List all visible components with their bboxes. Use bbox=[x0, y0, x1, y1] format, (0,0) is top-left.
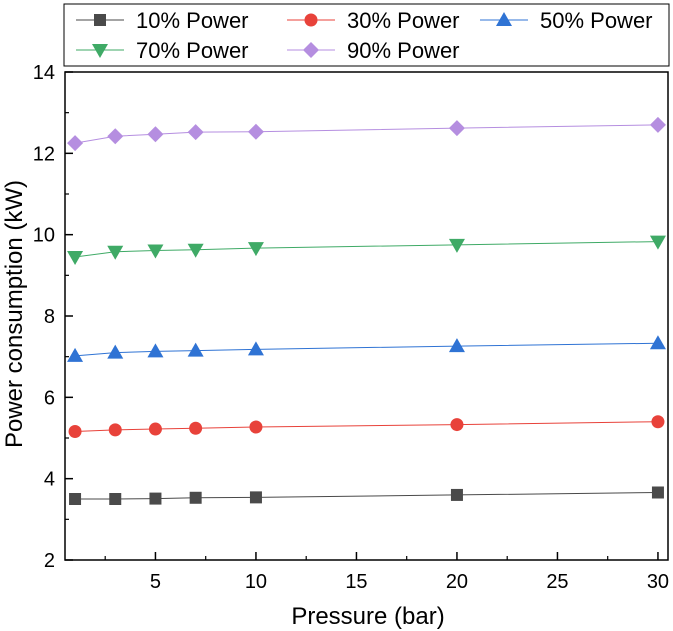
legend-marker bbox=[496, 12, 512, 26]
series-line bbox=[75, 421, 658, 432]
y-tick-label: 2 bbox=[44, 550, 55, 572]
x-tick-label: 20 bbox=[446, 571, 468, 593]
legend: 10% Power 30% Power 50% Power 70% Power 90% … bbox=[63, 3, 670, 67]
series-line bbox=[75, 342, 658, 357]
y-tick-label: 6 bbox=[44, 387, 55, 409]
legend-item: 10% Power bbox=[76, 8, 249, 33]
legend-label: 10% Power bbox=[136, 8, 249, 33]
data-point bbox=[67, 347, 84, 362]
data-point bbox=[247, 341, 264, 356]
data-point bbox=[649, 335, 666, 350]
data-point bbox=[649, 116, 666, 133]
data-point bbox=[249, 491, 262, 504]
data-point bbox=[189, 421, 203, 435]
data-point bbox=[107, 128, 124, 145]
y-tick-label: 4 bbox=[44, 469, 55, 491]
x-tick-label: 30 bbox=[647, 571, 669, 593]
legend-marker bbox=[303, 42, 319, 58]
data-point bbox=[448, 238, 465, 253]
series-line bbox=[74, 241, 658, 258]
data-point bbox=[67, 251, 84, 266]
y-tick-label: 8 bbox=[44, 306, 55, 328]
plot-frame bbox=[64, 71, 669, 561]
data-point bbox=[147, 244, 164, 259]
data-point bbox=[249, 420, 263, 434]
data-point bbox=[651, 486, 664, 499]
data-point bbox=[148, 422, 162, 436]
legend-label: 50% Power bbox=[540, 8, 653, 33]
data-point bbox=[187, 342, 204, 357]
axes: 2 4 6 8 10 12 14 5 10 15 20 25 30 bbox=[33, 62, 669, 593]
data-point bbox=[187, 243, 204, 258]
data-point bbox=[67, 135, 84, 152]
legend-item: 70% Power bbox=[76, 38, 249, 63]
data-point bbox=[247, 242, 264, 257]
series-50-power bbox=[67, 335, 666, 362]
data-point bbox=[448, 338, 465, 353]
data-point bbox=[651, 415, 665, 429]
data-point bbox=[107, 344, 124, 359]
legend-marker bbox=[304, 13, 318, 27]
x-tick-label: 25 bbox=[546, 571, 568, 593]
legend-item: 90% Power bbox=[287, 38, 460, 63]
data-point bbox=[149, 492, 162, 505]
series-10-power bbox=[69, 486, 664, 505]
legend-label: 70% Power bbox=[136, 38, 249, 63]
data-point bbox=[109, 493, 122, 505]
series-70-power bbox=[67, 235, 666, 266]
data-point bbox=[247, 123, 264, 140]
legend-marker bbox=[94, 14, 106, 26]
data-point bbox=[187, 124, 204, 141]
data-point bbox=[69, 493, 82, 505]
x-tick-label: 10 bbox=[245, 571, 267, 593]
legend-label: 90% Power bbox=[347, 38, 460, 63]
x-axis-label: Pressure (bar) bbox=[291, 603, 444, 630]
series-90-power bbox=[67, 116, 666, 152]
data-point bbox=[189, 491, 202, 504]
data-point bbox=[450, 418, 464, 432]
data-point bbox=[68, 424, 82, 438]
y-tick-label: 12 bbox=[33, 143, 55, 165]
data-point bbox=[448, 120, 465, 137]
x-tick-label: 15 bbox=[345, 571, 367, 593]
y-tick-label: 14 bbox=[33, 62, 55, 84]
legend-marker bbox=[92, 44, 108, 58]
data-point bbox=[147, 126, 164, 143]
legend-item: 30% Power bbox=[287, 8, 460, 33]
y-tick-label: 10 bbox=[33, 225, 55, 247]
data-point bbox=[147, 343, 164, 358]
data-point bbox=[649, 235, 666, 250]
series-layer bbox=[67, 116, 666, 505]
data-point bbox=[450, 488, 463, 501]
data-point bbox=[107, 245, 124, 260]
series-30-power bbox=[68, 415, 665, 438]
data-point bbox=[108, 423, 122, 437]
legend-box bbox=[63, 3, 670, 67]
series-line bbox=[75, 491, 658, 500]
legend-item: 50% Power bbox=[480, 8, 653, 33]
legend-label: 30% Power bbox=[347, 8, 460, 33]
x-tick-label: 5 bbox=[150, 571, 161, 593]
y-axis-label: Power consumption (kW) bbox=[1, 180, 28, 448]
